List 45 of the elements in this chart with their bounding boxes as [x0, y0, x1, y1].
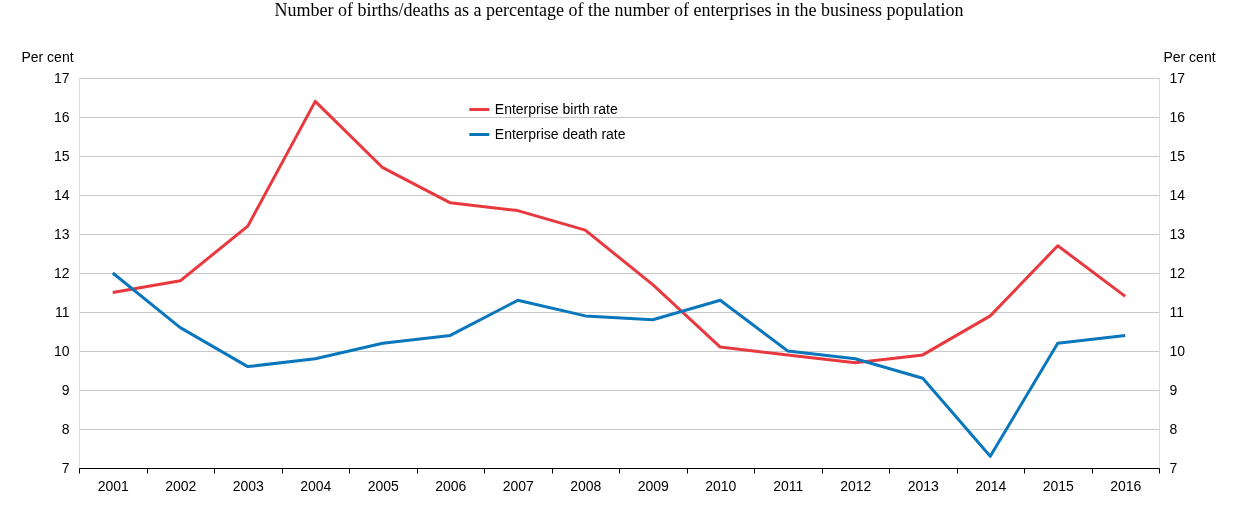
y2-tick-label: 11 [1169, 303, 1185, 320]
x-tick-label: 2003 [232, 477, 265, 494]
line-series [111, 271, 1127, 458]
x-tick-label: 2012 [840, 477, 872, 494]
y2-tick-label: 13 [1169, 225, 1186, 242]
x-tick-label: 2013 [907, 477, 940, 494]
y2-tick-label: 8 [1169, 420, 1178, 437]
y-tick-label: 11 [54, 303, 70, 320]
legend-label: Enterprise birth rate [494, 100, 618, 117]
y2-tick-label: 12 [1169, 264, 1186, 281]
y2-tick-label: 16 [1169, 108, 1186, 125]
y2-tick-label: 10 [1169, 342, 1186, 359]
y-tick-label: 7 [61, 459, 70, 476]
y-axis-title: Per cent [21, 48, 74, 65]
x-tick-label: 2005 [367, 477, 400, 494]
legend-label: Enterprise death rate [494, 125, 626, 142]
x-tick-label: 2006 [435, 477, 467, 494]
y-tick-label: 17 [53, 69, 70, 86]
y-tick-label: 9 [61, 381, 70, 398]
y-tick-label: 12 [53, 264, 70, 281]
x-tick-label: 2008 [570, 477, 602, 494]
x-tick-label: 2007 [502, 477, 535, 494]
x-tick-label: 2004 [300, 477, 332, 494]
y2-tick-label: 7 [1169, 459, 1178, 476]
y2-tick-label: 14 [1169, 186, 1186, 203]
y-tick-label: 8 [61, 420, 70, 437]
y2-tick-label: 17 [1169, 69, 1186, 86]
y2-tick-label: 15 [1169, 147, 1186, 164]
x-tick-label: 2015 [1042, 477, 1075, 494]
x-tick-label: 2014 [975, 477, 1007, 494]
x-tick-label: 2009 [637, 477, 670, 494]
y2-tick-label: 9 [1169, 381, 1178, 398]
y-tick-label: 16 [53, 108, 70, 125]
chart-subtitle: Number of births/deaths as a percentage of the number of enterprises in the business population [274, 0, 964, 20]
y-tick-label: 14 [53, 186, 70, 203]
y2-axis-title: Per cent [1163, 48, 1216, 65]
y-tick-label: 15 [53, 147, 70, 164]
x-tick-label: 2010 [705, 477, 737, 494]
y-tick-label: 10 [53, 342, 70, 359]
y-tick-label: 13 [53, 225, 70, 242]
x-tick-label: 2011 [773, 477, 804, 494]
line-series [111, 99, 1127, 365]
x-tick-label: 2016 [1110, 477, 1142, 494]
x-tick-label: 2002 [165, 477, 197, 494]
x-tick-label: 2001 [97, 477, 130, 494]
